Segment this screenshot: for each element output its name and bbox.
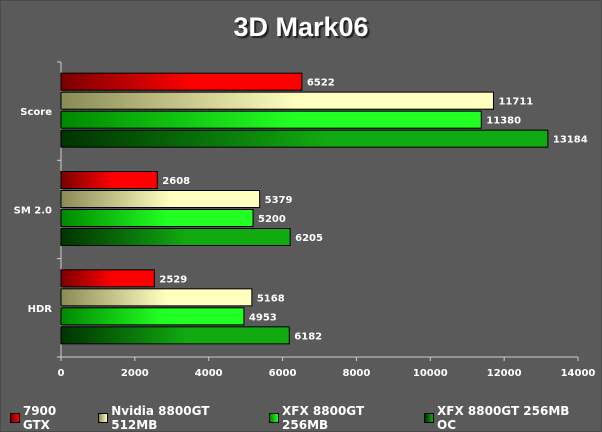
data-label: 6182 <box>294 331 322 342</box>
chart-legend: 7900 GTX Nvidia 8800GT 512MB XFX 8800GT 25… <box>10 404 602 432</box>
data-label: 13184 <box>553 135 588 146</box>
data-label: 5200 <box>258 214 286 225</box>
legend-label: XFX 8800GT 256MB <box>282 404 365 432</box>
legend-swatch <box>424 413 435 423</box>
data-label: 5168 <box>257 293 285 304</box>
x-tick-label: 4000 <box>195 368 223 379</box>
x-tick-label: 14000 <box>561 368 596 379</box>
bar <box>60 307 245 326</box>
legend-label: 7900 GTX <box>22 404 57 432</box>
category-label: HDR <box>28 304 53 315</box>
bar-chart: 0 2000 4000 6000 8000 10000 12000 14000 Score 652… <box>14 61 596 379</box>
legend-swatch <box>10 413 20 423</box>
bar <box>60 269 155 288</box>
category-label: SM 2.0 <box>14 206 52 217</box>
data-label: 11380 <box>486 116 521 127</box>
legend-label: Nvidia 8800GT 512MB <box>111 404 210 432</box>
data-label: 6522 <box>307 78 335 89</box>
category-label: Score <box>20 107 52 118</box>
legend-item: XFX 8800GT 256MB <box>269 404 412 432</box>
data-label: 2608 <box>162 176 190 187</box>
data-label: 2529 <box>159 274 187 285</box>
x-tick-label: 6000 <box>269 368 297 379</box>
data-label: 11711 <box>498 97 533 108</box>
x-tick-label: 2000 <box>121 368 149 379</box>
bar <box>60 110 482 129</box>
legend-item: Nvidia 8800GT 512MB <box>98 404 257 432</box>
bar <box>60 91 494 110</box>
bar <box>60 72 303 91</box>
bar <box>60 171 158 189</box>
bar <box>60 129 549 148</box>
x-tick-label: 12000 <box>487 368 522 379</box>
legend-label: XFX 8800GT 256MB OC <box>437 404 570 432</box>
chart-title: 3D Mark06 <box>233 12 369 42</box>
legend-swatch <box>98 413 109 423</box>
bar <box>60 288 253 307</box>
x-tick-label: 0 <box>58 368 65 379</box>
data-label: 4953 <box>249 312 277 323</box>
bar <box>60 326 290 345</box>
bar <box>60 209 254 227</box>
legend-item: XFX 8800GT 256MB OC <box>424 404 590 432</box>
bar <box>60 228 291 246</box>
bar <box>60 190 261 208</box>
legend-item: 7900 GTX <box>10 404 86 432</box>
legend-swatch <box>269 413 280 423</box>
x-tick-label: 10000 <box>413 368 448 379</box>
x-tick-label: 8000 <box>343 368 371 379</box>
data-label: 6205 <box>295 233 323 244</box>
data-label: 5379 <box>265 195 293 206</box>
